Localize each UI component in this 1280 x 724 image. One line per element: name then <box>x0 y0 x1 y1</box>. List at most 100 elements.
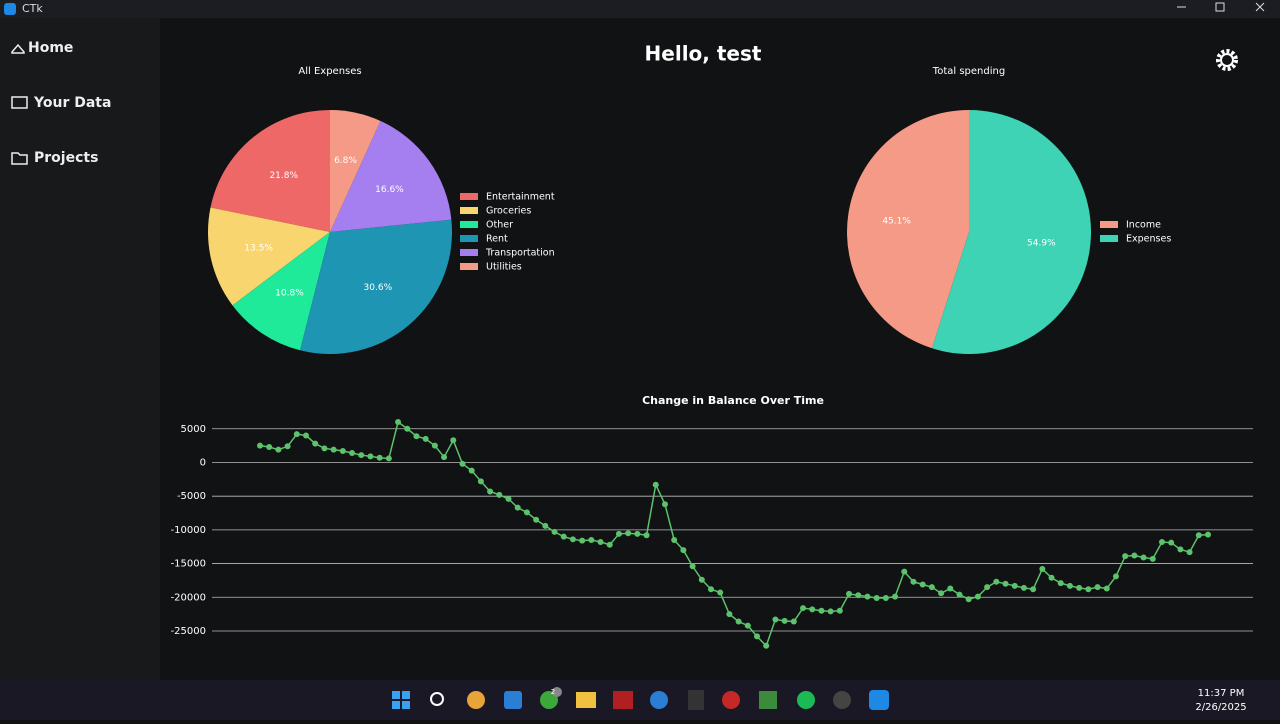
chart-title: All Expenses <box>298 66 361 77</box>
data-point <box>606 541 613 548</box>
legend-swatch <box>460 221 478 228</box>
data-point <box>1085 586 1092 593</box>
data-point <box>643 532 650 539</box>
data-point <box>671 536 678 543</box>
data-point <box>542 522 549 529</box>
legend-swatch <box>1100 221 1118 228</box>
data-point <box>303 432 310 439</box>
start[interactable] <box>402 691 410 699</box>
title-bar <box>0 0 1280 18</box>
data-point <box>1039 565 1046 572</box>
legend-swatch <box>460 207 478 214</box>
data-point <box>1122 553 1129 560</box>
badge-count: 2 <box>551 688 555 696</box>
app[interactable] <box>613 691 633 709</box>
vscode[interactable] <box>504 691 522 709</box>
data-point <box>689 563 696 570</box>
data-point <box>1103 585 1110 592</box>
legend-label: Income <box>1126 220 1161 231</box>
data-point <box>1140 554 1147 561</box>
data-point <box>1057 580 1064 587</box>
chrome[interactable] <box>467 691 485 709</box>
data-point <box>800 605 807 612</box>
data-point <box>339 448 346 455</box>
data-point <box>514 504 521 511</box>
app-icon <box>4 3 16 15</box>
window-title: CTk <box>22 2 43 15</box>
data-point <box>1158 539 1165 546</box>
data-point <box>523 509 530 516</box>
data-point <box>790 618 797 625</box>
data-point <box>1030 586 1037 593</box>
nav-projects[interactable]: Projects <box>34 150 98 166</box>
data-point <box>763 642 770 649</box>
data-point <box>367 453 374 460</box>
legend-label: Other <box>486 220 513 231</box>
legend-label: Groceries <box>486 206 531 217</box>
data-point <box>551 528 558 535</box>
epic[interactable] <box>688 690 704 710</box>
data-point <box>938 590 945 597</box>
slice-label: 6.8% <box>334 156 357 166</box>
y-tick-label: 0 <box>200 457 206 468</box>
slice-label: 16.6% <box>375 185 404 195</box>
data-point <box>321 445 328 452</box>
data-point <box>533 516 540 523</box>
data-point <box>257 442 263 449</box>
data-point <box>588 536 595 543</box>
data-point <box>993 578 1000 585</box>
pie-slice <box>232 232 330 351</box>
pie-slice <box>330 120 452 232</box>
data-point <box>422 435 429 442</box>
settings-button[interactable] <box>1216 49 1238 71</box>
greeting: Hello, test <box>645 42 762 66</box>
close[interactable] <box>1255 2 1265 12</box>
explorer[interactable] <box>576 692 596 708</box>
slice-label: 13.5% <box>244 244 273 254</box>
folder-icon <box>11 152 28 165</box>
data-point <box>615 530 622 537</box>
start[interactable] <box>392 691 400 699</box>
legend-label: Utilities <box>486 262 522 273</box>
data-point <box>625 530 632 537</box>
data-point <box>901 568 908 575</box>
steam[interactable] <box>833 691 851 709</box>
data-point <box>413 433 420 440</box>
app[interactable] <box>650 691 668 709</box>
chart-title: Change in Balance Over Time <box>642 394 824 407</box>
ctk[interactable] <box>869 690 889 710</box>
data-point <box>1177 546 1184 553</box>
spotify[interactable] <box>797 691 815 709</box>
data-point <box>836 607 843 614</box>
data-point <box>330 446 337 453</box>
app[interactable] <box>722 691 740 709</box>
data-point <box>754 633 761 640</box>
nav-home[interactable]: Home <box>28 40 73 56</box>
data-point <box>431 442 438 449</box>
legend-swatch <box>460 193 478 200</box>
data-point <box>1195 532 1202 539</box>
data-point <box>312 440 319 447</box>
maximize[interactable] <box>1215 2 1225 12</box>
legend-label: Transportation <box>485 248 555 259</box>
search[interactable] <box>430 692 444 706</box>
nav-your-data[interactable]: Your Data <box>33 95 111 111</box>
data-point <box>892 593 899 600</box>
y-tick-label: -20000 <box>171 592 206 603</box>
data-point <box>717 589 724 596</box>
data-point <box>1149 555 1156 562</box>
data-point <box>441 454 448 461</box>
data-point <box>487 488 494 495</box>
sidebar <box>0 18 160 680</box>
data-point <box>404 425 411 432</box>
start[interactable] <box>392 701 400 709</box>
start[interactable] <box>402 701 410 709</box>
minecraft[interactable] <box>759 691 777 709</box>
slice-label: 30.6% <box>364 283 393 293</box>
data-point <box>919 581 926 588</box>
data-point <box>450 437 457 444</box>
data-point <box>809 606 816 613</box>
data-point <box>928 584 935 591</box>
